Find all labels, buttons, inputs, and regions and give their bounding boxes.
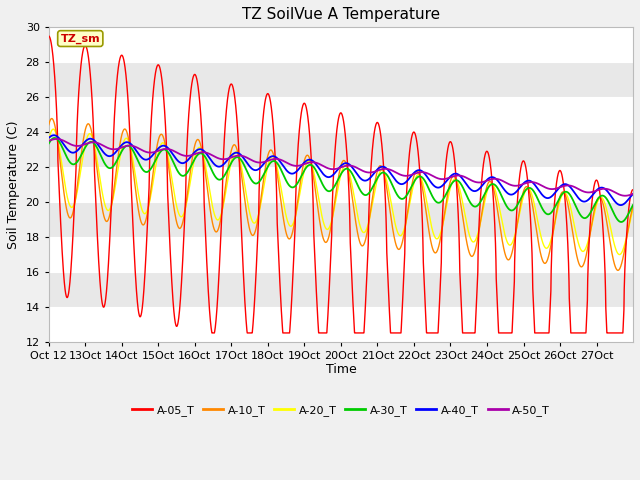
Bar xyxy=(49,132,633,167)
Bar xyxy=(49,307,633,342)
Bar xyxy=(49,202,633,237)
Bar xyxy=(49,62,633,97)
X-axis label: Time: Time xyxy=(326,363,356,376)
Bar xyxy=(49,237,633,272)
Bar xyxy=(49,27,633,62)
Text: TZ_sm: TZ_sm xyxy=(60,34,100,44)
Bar xyxy=(49,272,633,307)
Y-axis label: Soil Temperature (C): Soil Temperature (C) xyxy=(7,120,20,249)
Legend: A-05_T, A-10_T, A-20_T, A-30_T, A-40_T, A-50_T: A-05_T, A-10_T, A-20_T, A-30_T, A-40_T, … xyxy=(127,401,554,420)
Bar xyxy=(49,97,633,132)
Bar xyxy=(49,167,633,202)
Title: TZ SoilVue A Temperature: TZ SoilVue A Temperature xyxy=(242,7,440,22)
